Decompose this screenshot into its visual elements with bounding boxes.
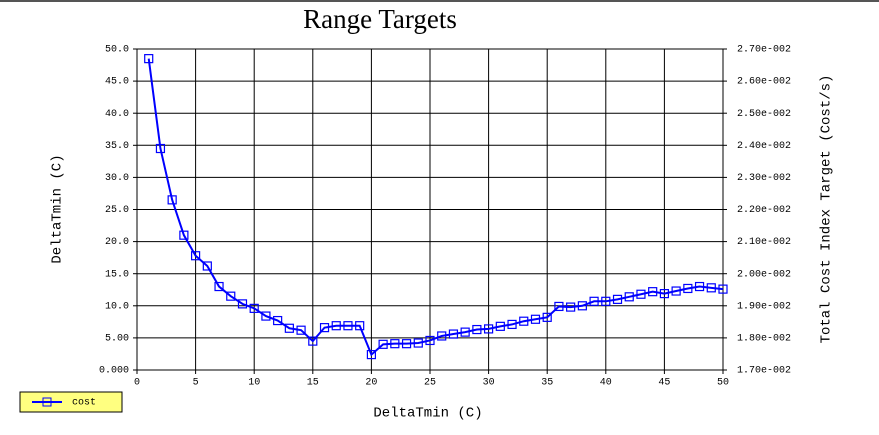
legend: cost: [19, 391, 123, 413]
series-line: [147, 58, 724, 357]
point-marker: [401, 339, 412, 349]
point-marker: [530, 314, 541, 324]
x-tick-label: 25: [424, 378, 436, 389]
y2-tick-label: 2.10e-002: [737, 237, 791, 248]
y2-tick-label: 2.50e-002: [737, 109, 791, 120]
legend-label: cost: [72, 398, 96, 409]
point-marker: [167, 195, 177, 205]
point-marker: [413, 338, 423, 348]
point-marker: [273, 315, 283, 326]
y-tick-label: 50.0: [105, 45, 129, 56]
y2-tick-label: 2.00e-002: [737, 269, 791, 280]
point-marker: [624, 292, 634, 302]
y2-tick-label: 2.30e-002: [737, 173, 791, 184]
y2-tick-label: 2.70e-002: [737, 45, 791, 56]
point-marker: [390, 339, 400, 349]
y2-tick-label: 1.70e-002: [737, 366, 791, 377]
point-marker: [144, 54, 154, 64]
chart-title: Range Targets: [303, 4, 457, 34]
y2-axis-label: Total Cost Index Target (Cost/s): [819, 75, 835, 344]
point-marker: [519, 316, 529, 326]
point-marker: [542, 312, 552, 322]
point-marker: [249, 303, 259, 313]
y-tick-label: 10.0: [105, 301, 129, 312]
point-marker: [648, 287, 658, 297]
y-tick-label: 15.0: [105, 269, 129, 280]
x-tick-label: 20: [365, 378, 377, 389]
point-marker: [284, 323, 294, 333]
y2-tick-label: 2.20e-002: [737, 205, 791, 216]
point-marker: [472, 324, 482, 335]
point-marker: [343, 321, 353, 331]
y-tick-label: 25.0: [105, 205, 129, 216]
point-marker: [202, 261, 212, 271]
point-marker: [437, 331, 447, 341]
point-marker: [237, 299, 248, 309]
point-marker: [484, 324, 494, 334]
point-marker: [214, 281, 224, 292]
x-tick-label: 10: [248, 378, 260, 389]
x-tick-label: 15: [307, 378, 319, 389]
x-tick-label: 50: [717, 378, 729, 389]
point-marker: [366, 349, 376, 360]
point-marker: [566, 302, 576, 312]
point-marker: [694, 281, 705, 292]
point-marker: [425, 335, 435, 346]
x-tick-label: 40: [600, 378, 612, 389]
y-tick-label: 35.0: [105, 141, 129, 152]
y-tick-label: 20.0: [105, 237, 129, 248]
point-marker: [718, 284, 728, 294]
y-tick-label: 40.0: [105, 109, 129, 120]
x-tick-label: 0: [134, 378, 140, 389]
y-tick-label: 30.0: [105, 173, 129, 184]
y-axis-label: DeltaTmin (C): [50, 154, 66, 263]
point-marker: [448, 329, 459, 339]
point-marker: [155, 143, 166, 154]
x-tick-label: 45: [658, 378, 670, 389]
point-marker: [296, 325, 306, 335]
point-marker: [612, 294, 623, 304]
legend-marker: [42, 397, 52, 407]
point-marker: [659, 289, 670, 299]
x-tick-label: 5: [193, 378, 199, 389]
x-tick-label: 30: [483, 378, 495, 389]
point-marker: [589, 296, 599, 306]
point-marker: [601, 296, 611, 306]
y2-tick-label: 2.40e-002: [737, 141, 791, 152]
y2-tick-label: 1.90e-002: [737, 301, 791, 312]
point-marker: [671, 286, 681, 296]
legend-box: [19, 391, 123, 413]
point-marker: [226, 291, 236, 301]
point-marker: [495, 321, 505, 331]
y2-tick-label: 2.60e-002: [737, 77, 791, 88]
x-axis-label: DeltaTmin (C): [373, 406, 482, 422]
x-tick-label: 35: [541, 378, 553, 389]
point-marker: [683, 283, 693, 294]
point-marker: [355, 321, 365, 331]
point-marker: [261, 311, 271, 321]
point-marker: [507, 319, 517, 330]
y2-tick-label: 1.80e-002: [737, 334, 791, 345]
point-marker: [308, 336, 318, 346]
y-tick-label: 45.0: [105, 77, 129, 88]
point-marker: [331, 321, 341, 331]
point-marker: [706, 283, 716, 293]
y-tick-label: 0.000: [99, 366, 129, 377]
point-marker: [636, 289, 646, 299]
point-marker: [554, 301, 564, 312]
point-marker: [460, 327, 470, 337]
point-marker: [577, 301, 587, 311]
point-marker: [378, 339, 388, 349]
point-marker: [191, 251, 201, 261]
point-marker: [319, 323, 330, 333]
y-tick-label: 5.00: [105, 334, 129, 345]
point-marker: [179, 230, 189, 240]
